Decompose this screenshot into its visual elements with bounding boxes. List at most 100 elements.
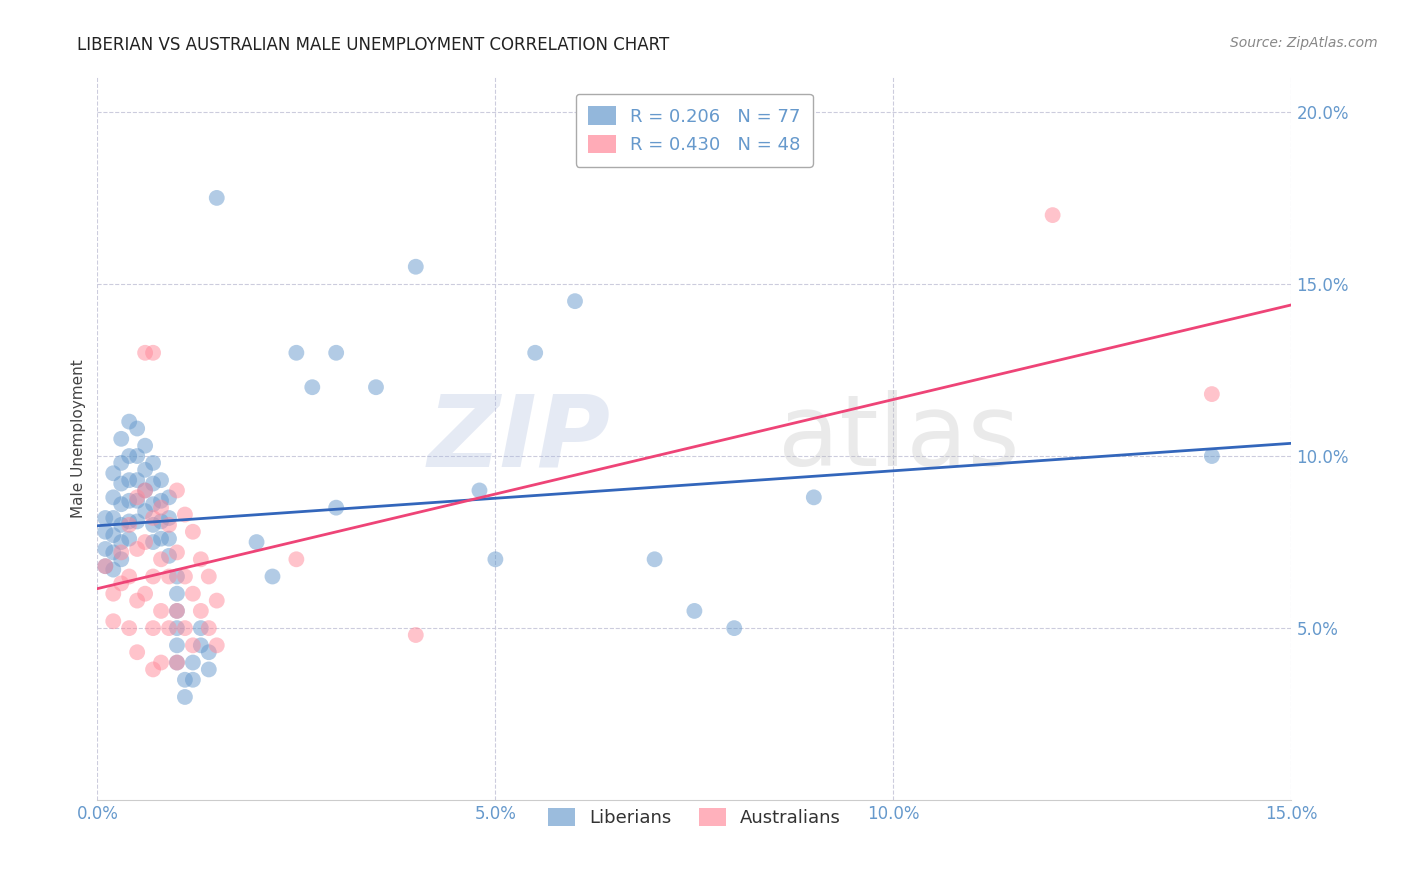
Point [142, 517, 165, 532]
Point [166, 656, 188, 670]
Point [205, 638, 228, 652]
Point [127, 515, 149, 529]
Point [174, 673, 197, 687]
Point [118, 493, 141, 508]
Point [325, 345, 347, 359]
Point [157, 549, 180, 563]
Point [134, 587, 156, 601]
Point [110, 535, 132, 549]
Point [110, 517, 132, 532]
Point [103, 587, 125, 601]
Point [166, 621, 188, 635]
Point [285, 552, 308, 566]
Point [94, 559, 117, 574]
Point [245, 535, 267, 549]
Point [110, 497, 132, 511]
Point [166, 638, 188, 652]
Point [198, 662, 221, 676]
Point [127, 449, 149, 463]
Point [166, 604, 188, 618]
Point [205, 593, 228, 607]
Point [142, 662, 165, 676]
Point [103, 614, 125, 628]
Point [150, 552, 173, 566]
Point [103, 467, 125, 481]
Point [127, 473, 149, 487]
Point [94, 511, 117, 525]
Point [723, 621, 745, 635]
Legend: Liberians, Australians: Liberians, Australians [540, 801, 848, 835]
Point [181, 638, 204, 652]
Point [142, 511, 165, 525]
Point [1042, 208, 1064, 222]
Point [127, 593, 149, 607]
Point [142, 497, 165, 511]
Point [405, 260, 427, 274]
Point [683, 604, 706, 618]
Point [174, 621, 197, 635]
Point [150, 473, 173, 487]
Point [181, 524, 204, 539]
Point [118, 621, 141, 635]
Point [564, 294, 586, 309]
Point [94, 524, 117, 539]
Point [142, 476, 165, 491]
Point [190, 604, 212, 618]
Point [190, 621, 212, 635]
Point [198, 645, 221, 659]
Point [1201, 387, 1223, 401]
Point [325, 500, 347, 515]
Point [157, 511, 180, 525]
Point [134, 535, 156, 549]
Point [127, 541, 149, 556]
Point [110, 456, 132, 470]
Point [134, 463, 156, 477]
Point [142, 345, 165, 359]
Point [285, 345, 308, 359]
Point [127, 491, 149, 505]
Point [803, 491, 825, 505]
Point [142, 535, 165, 549]
Point [166, 545, 188, 559]
Point [181, 673, 204, 687]
Point [157, 621, 180, 635]
Point [103, 491, 125, 505]
Text: atlas: atlas [778, 391, 1019, 487]
Point [134, 439, 156, 453]
Point [166, 587, 188, 601]
Point [405, 628, 427, 642]
Point [134, 483, 156, 498]
Point [157, 491, 180, 505]
Point [110, 552, 132, 566]
Point [166, 483, 188, 498]
Text: ZIP: ZIP [427, 391, 610, 487]
Point [118, 449, 141, 463]
Point [364, 380, 387, 394]
Point [94, 559, 117, 574]
Text: LIBERIAN VS AUSTRALIAN MALE UNEMPLOYMENT CORRELATION CHART: LIBERIAN VS AUSTRALIAN MALE UNEMPLOYMENT… [77, 36, 669, 54]
Point [174, 508, 197, 522]
Point [198, 621, 221, 635]
Point [468, 483, 491, 498]
Point [190, 552, 212, 566]
Point [644, 552, 666, 566]
Point [110, 576, 132, 591]
Point [166, 656, 188, 670]
Point [150, 532, 173, 546]
Point [127, 493, 149, 508]
Point [484, 552, 506, 566]
Point [94, 541, 117, 556]
Point [157, 517, 180, 532]
Point [118, 515, 141, 529]
Point [118, 415, 141, 429]
Point [1201, 449, 1223, 463]
Point [103, 563, 125, 577]
Point [190, 638, 212, 652]
Point [166, 604, 188, 618]
Point [157, 532, 180, 546]
Point [181, 587, 204, 601]
Point [110, 476, 132, 491]
Point [150, 515, 173, 529]
Point [142, 569, 165, 583]
Point [134, 504, 156, 518]
